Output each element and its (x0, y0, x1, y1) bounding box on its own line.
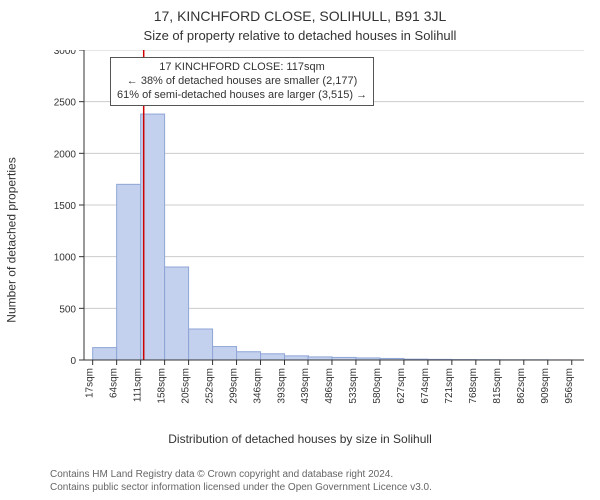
svg-text:346sqm: 346sqm (253, 368, 264, 404)
svg-text:580sqm: 580sqm (372, 368, 383, 404)
attribution-line-1: Contains HM Land Registry data © Crown c… (50, 469, 432, 482)
svg-text:158sqm: 158sqm (157, 368, 168, 404)
x-axis-label: Distribution of detached houses by size … (0, 432, 600, 446)
svg-text:956sqm: 956sqm (564, 368, 575, 404)
svg-text:768sqm: 768sqm (468, 368, 479, 404)
page: 17, KINCHFORD CLOSE, SOLIHULL, B91 3JL S… (0, 0, 600, 500)
attribution: Contains HM Land Registry data © Crown c… (50, 469, 432, 494)
annotation-box: 17 KINCHFORD CLOSE: 117sqm ← 38% of deta… (110, 57, 374, 106)
svg-text:2000: 2000 (54, 149, 77, 160)
page-title: 17, KINCHFORD CLOSE, SOLIHULL, B91 3JL (0, 8, 600, 24)
svg-text:299sqm: 299sqm (229, 368, 240, 404)
svg-text:486sqm: 486sqm (324, 368, 335, 404)
y-axis-label: Number of detached properties (4, 50, 20, 430)
svg-text:1000: 1000 (54, 253, 77, 264)
svg-text:1500: 1500 (54, 201, 77, 212)
svg-text:909sqm: 909sqm (540, 368, 551, 404)
svg-text:111sqm: 111sqm (133, 368, 144, 402)
svg-text:533sqm: 533sqm (348, 368, 359, 404)
svg-text:252sqm: 252sqm (205, 368, 216, 404)
attribution-line-2: Contains public sector information licen… (50, 482, 432, 495)
svg-text:3000: 3000 (54, 50, 77, 57)
svg-text:500: 500 (59, 304, 76, 315)
annotation-line-3: 61% of semi-detached houses are larger (… (117, 89, 367, 103)
chart-container: 0 500 1000 1500 2000 2500 3000 17sqm 64sqm 111sqm… (28, 50, 588, 430)
histogram-chart: 0 500 1000 1500 2000 2500 3000 17sqm 64sqm 111sqm… (28, 50, 588, 430)
svg-text:205sqm: 205sqm (181, 368, 192, 404)
svg-text:17sqm: 17sqm (85, 368, 96, 398)
svg-text:0: 0 (70, 356, 76, 367)
y-axis-label-text: Number of detached properties (5, 157, 19, 322)
svg-text:674sqm: 674sqm (420, 368, 431, 404)
svg-text:721sqm: 721sqm (444, 368, 455, 404)
svg-text:439sqm: 439sqm (300, 368, 311, 404)
svg-text:2500: 2500 (54, 98, 77, 109)
annotation-line-2: ← 38% of detached houses are smaller (2,… (117, 75, 367, 89)
page-subtitle: Size of property relative to detached ho… (0, 28, 600, 43)
svg-text:627sqm: 627sqm (396, 368, 407, 404)
annotation-line-1: 17 KINCHFORD CLOSE: 117sqm (117, 61, 367, 75)
svg-text:64sqm: 64sqm (109, 368, 120, 398)
svg-text:393sqm: 393sqm (277, 368, 288, 404)
svg-text:862sqm: 862sqm (516, 368, 527, 404)
svg-text:815sqm: 815sqm (492, 368, 503, 404)
